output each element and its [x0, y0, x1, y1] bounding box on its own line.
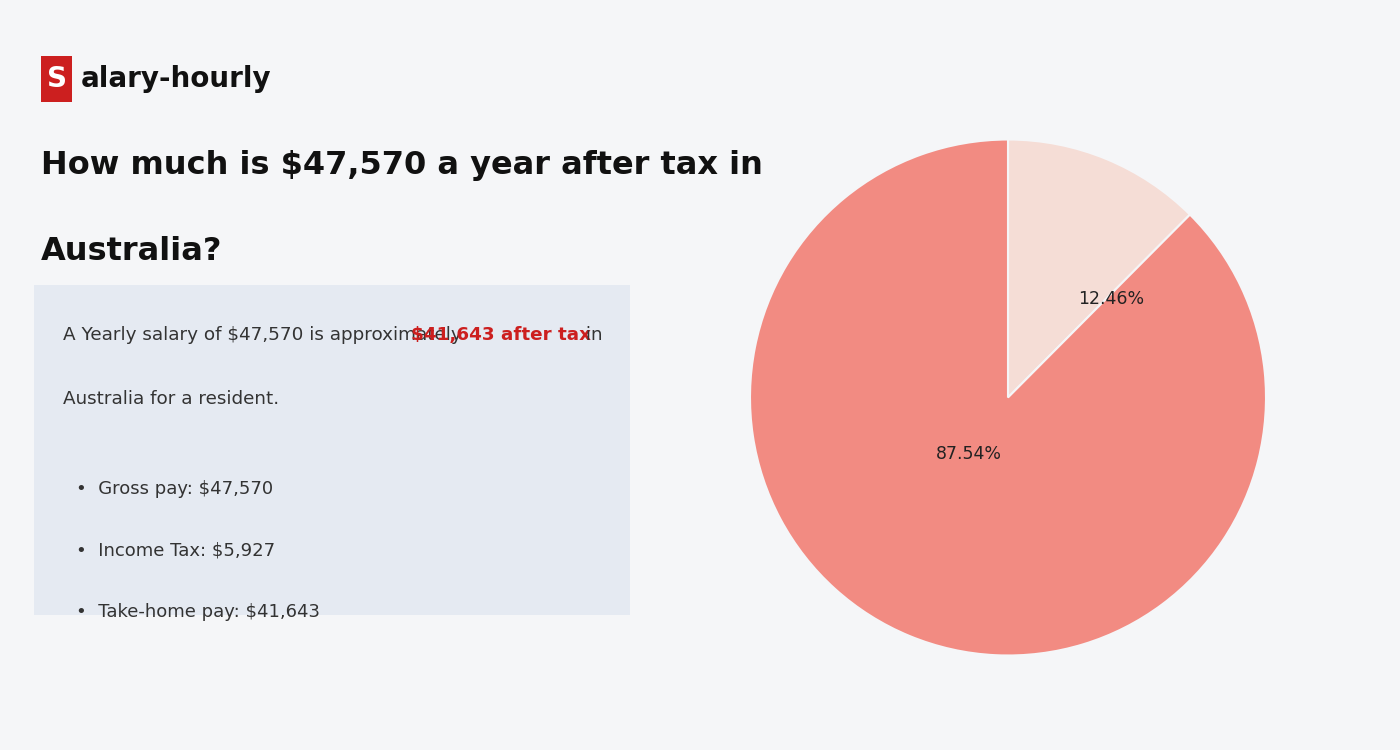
FancyBboxPatch shape: [34, 285, 630, 615]
Text: 87.54%: 87.54%: [937, 446, 1002, 464]
Text: 12.46%: 12.46%: [1078, 290, 1144, 308]
Text: $41,643 after tax: $41,643 after tax: [412, 326, 591, 344]
Wedge shape: [1008, 140, 1190, 398]
Text: •  Income Tax: $5,927: • Income Tax: $5,927: [76, 542, 274, 560]
Text: Australia for a resident.: Australia for a resident.: [63, 390, 279, 408]
FancyBboxPatch shape: [41, 56, 73, 102]
Text: •  Gross pay: $47,570: • Gross pay: $47,570: [76, 480, 273, 498]
Text: in: in: [581, 326, 603, 344]
Legend: Income Tax, Take-home Pay: Income Tax, Take-home Pay: [616, 0, 955, 5]
Text: How much is $47,570 a year after tax in: How much is $47,570 a year after tax in: [41, 150, 763, 181]
Wedge shape: [750, 140, 1266, 656]
Text: Australia?: Australia?: [41, 236, 223, 267]
Text: A Yearly salary of $47,570 is approximately: A Yearly salary of $47,570 is approximat…: [63, 326, 468, 344]
Text: •  Take-home pay: $41,643: • Take-home pay: $41,643: [76, 603, 319, 621]
Text: S: S: [46, 64, 67, 93]
Text: alary-hourly: alary-hourly: [80, 64, 272, 93]
